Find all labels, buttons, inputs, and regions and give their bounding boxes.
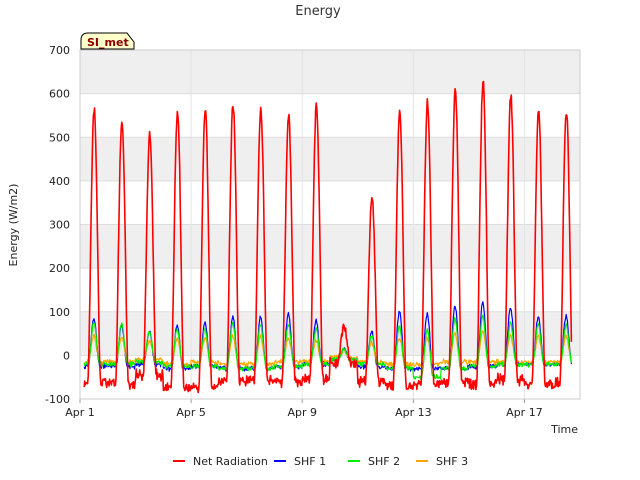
y-tick-label: 300 — [49, 219, 70, 232]
y-tick-label: -100 — [45, 393, 70, 406]
legend-label: Net Radiation — [193, 455, 268, 468]
x-tick-label: Apr 9 — [287, 406, 317, 419]
series-lines — [83, 80, 573, 394]
chart-title: Energy — [295, 4, 341, 19]
legend-label: SHF 2 — [368, 455, 400, 468]
y-tick-label: 700 — [49, 44, 70, 57]
y-tick-label: 400 — [49, 175, 70, 188]
legend-label: SHF 3 — [436, 455, 468, 468]
plot-band — [80, 50, 580, 94]
legend: Net Radiation SHF 1 SHF 2 SHF 3 — [173, 455, 468, 468]
series-line-net-radiation — [83, 80, 573, 394]
y-tick-label: 500 — [49, 131, 70, 144]
legend-label: SHF 1 — [294, 455, 326, 468]
x-axis-title: Time — [550, 423, 578, 436]
badge: SI_met — [80, 32, 135, 50]
plot-band — [80, 137, 580, 181]
plot-frame — [79, 49, 581, 400]
y-tick-label: 0 — [63, 349, 70, 362]
x-tick-label: Apr 1 — [65, 406, 95, 419]
x-tick-label: Apr 17 — [506, 406, 543, 419]
y-axis-title: Energy (W/m2) — [7, 184, 20, 267]
y-tick-label: 600 — [49, 88, 70, 101]
y-tick-label: 100 — [49, 306, 70, 319]
plot-band — [80, 224, 580, 269]
x-tick-label: Apr 13 — [395, 406, 432, 419]
series-line-shf-2 — [83, 314, 572, 380]
axes: -100 0 100 200 300 400 500 600 700 Apr 1 Apr 5 Apr … — [45, 44, 581, 419]
y-tick-label: 200 — [49, 262, 70, 275]
badge-label: SI_met — [87, 36, 129, 49]
x-tick-label: Apr 5 — [176, 406, 206, 419]
plot-band — [80, 311, 580, 356]
